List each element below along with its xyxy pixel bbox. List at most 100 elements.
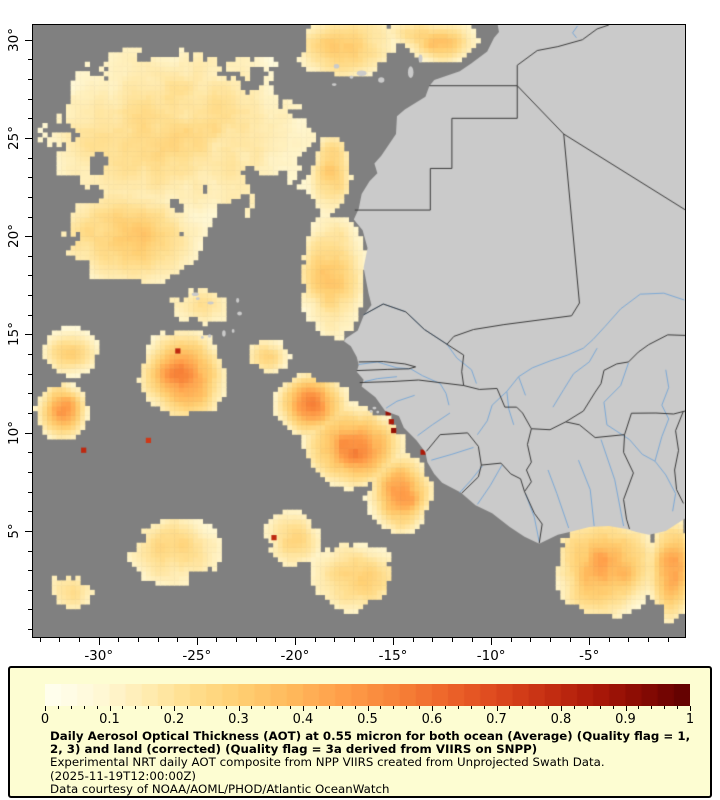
x-axis-minor-tick (118, 637, 120, 642)
x-axis-minor-tick (510, 637, 512, 642)
x-axis-minor-tick (648, 637, 650, 642)
colorbar-minor-tick (470, 706, 472, 709)
colorbar-tick-label: 0.3 (228, 712, 249, 727)
y-axis-major-tick (25, 432, 33, 434)
y-axis-major-tick (25, 137, 33, 139)
colorbar-tick-label: 0.8 (550, 712, 572, 727)
colorbar-minor-tick (586, 706, 588, 709)
y-axis-minor-tick (28, 491, 33, 493)
colorbar-major-tick (561, 706, 562, 711)
aot-map-canvas (33, 25, 685, 637)
colorbar-minor-tick (290, 706, 292, 709)
x-axis-minor-tick (412, 637, 414, 642)
colorbar-minor-tick (406, 706, 408, 709)
x-axis-major-tick (98, 637, 100, 645)
y-axis-major-tick (25, 334, 33, 336)
colorbar-minor-tick (599, 706, 601, 709)
y-axis-minor-tick (28, 216, 33, 218)
x-axis-major-tick (294, 637, 296, 645)
y-axis-minor-tick (28, 373, 33, 375)
y-axis-minor-tick (28, 118, 33, 120)
x-axis-minor-tick (334, 637, 336, 642)
colorbar-tick-label: 0.2 (163, 712, 185, 727)
colorbar-minor-tick (380, 706, 382, 709)
y-axis-minor-tick (28, 98, 33, 100)
y-axis-tick-label: 25° (6, 126, 22, 150)
x-axis-minor-tick (236, 637, 238, 642)
colorbar-minor-tick (535, 706, 537, 709)
colorbar-minor-tick (328, 706, 330, 709)
y-axis-minor-tick (28, 354, 33, 356)
y-axis-minor-tick (28, 393, 33, 395)
colorbar-minor-tick (161, 706, 163, 709)
colorbar-major-tick (238, 706, 240, 711)
y-axis-minor-tick (28, 255, 33, 257)
colorbar-tick-label: 1 (685, 712, 695, 727)
x-axis-minor-tick (39, 637, 41, 642)
y-axis-minor-tick (28, 452, 33, 454)
colorbar-minor-tick (522, 706, 524, 709)
y-axis-tick-label: 10° (6, 420, 22, 445)
x-axis-tick-label: -15° (378, 648, 408, 664)
x-axis-minor-tick (137, 637, 139, 642)
colorbar-major-tick (367, 706, 369, 711)
x-axis-minor-tick (275, 637, 277, 642)
y-axis-minor-tick (28, 177, 33, 179)
map-plot-area (32, 24, 686, 638)
x-axis-minor-tick (177, 637, 179, 642)
colorbar-minor-tick (548, 706, 550, 709)
colorbar-minor-tick (277, 706, 279, 709)
colorbar-major-tick (690, 706, 691, 711)
x-axis-major-tick (589, 637, 591, 645)
x-axis-minor-tick (628, 637, 630, 642)
x-axis-minor-tick (216, 637, 218, 642)
x-axis-minor-tick (314, 637, 316, 642)
x-axis-tick-label: -25° (182, 648, 212, 664)
colorbar-minor-tick (57, 706, 59, 709)
y-axis-minor-tick (28, 589, 33, 591)
legend-box: 0 0.1 0.2 0.3 0.4 0.5 0.6 0.7 0.8 0.9 1 Daily Aero… (8, 666, 712, 798)
y-axis-minor-tick (28, 550, 33, 552)
colorbar-minor-tick (612, 706, 614, 709)
y-axis-major-tick (25, 39, 33, 41)
colorbar-minor-tick (354, 706, 356, 709)
x-axis-minor-tick (353, 637, 355, 642)
colorbar-minor-tick (148, 706, 150, 709)
x-axis-minor-tick (550, 637, 551, 642)
colorbar-minor-tick (225, 706, 227, 709)
colorbar-minor-tick (135, 706, 137, 709)
x-axis-minor-tick (530, 637, 532, 642)
x-axis-major-tick (196, 637, 198, 645)
colorbar-minor-tick (509, 706, 511, 709)
colorbar-tick-label: 0 (40, 712, 50, 727)
colorbar-major-tick (625, 706, 627, 711)
y-axis-minor-tick (28, 295, 33, 297)
colorbar-gradient (45, 684, 690, 706)
colorbar-minor-tick (419, 706, 421, 709)
legend-info-line1: Experimental NRT daily AOT composite fro… (50, 755, 605, 770)
x-axis-tick-label: -20° (280, 648, 310, 664)
y-axis-tick-label: 15° (6, 322, 22, 347)
y-axis-minor-tick (28, 314, 33, 316)
colorbar-minor-tick (251, 706, 253, 709)
y-axis-tick-label: 20° (6, 224, 22, 249)
y-axis-major-tick (25, 530, 33, 532)
colorbar-minor-tick (315, 706, 317, 709)
x-axis-minor-tick (79, 637, 81, 642)
y-axis-minor-tick (28, 413, 33, 415)
x-axis-minor-tick (667, 637, 669, 642)
x-axis-tick-label: -30° (84, 648, 114, 664)
colorbar-major-tick (496, 706, 498, 711)
x-axis-minor-tick (608, 637, 610, 642)
x-axis-minor-tick (569, 637, 571, 642)
colorbar-minor-tick (83, 706, 85, 709)
y-axis-tick-label: 5° (6, 523, 22, 539)
y-axis-minor-tick (28, 59, 33, 61)
colorbar-minor-tick (212, 706, 214, 709)
colorbar-tick-label: 0.7 (486, 712, 507, 727)
colorbar-major-tick (174, 706, 175, 711)
colorbar-minor-tick (199, 706, 201, 709)
y-axis-minor-tick (28, 157, 33, 159)
x-axis-minor-tick (255, 637, 257, 642)
